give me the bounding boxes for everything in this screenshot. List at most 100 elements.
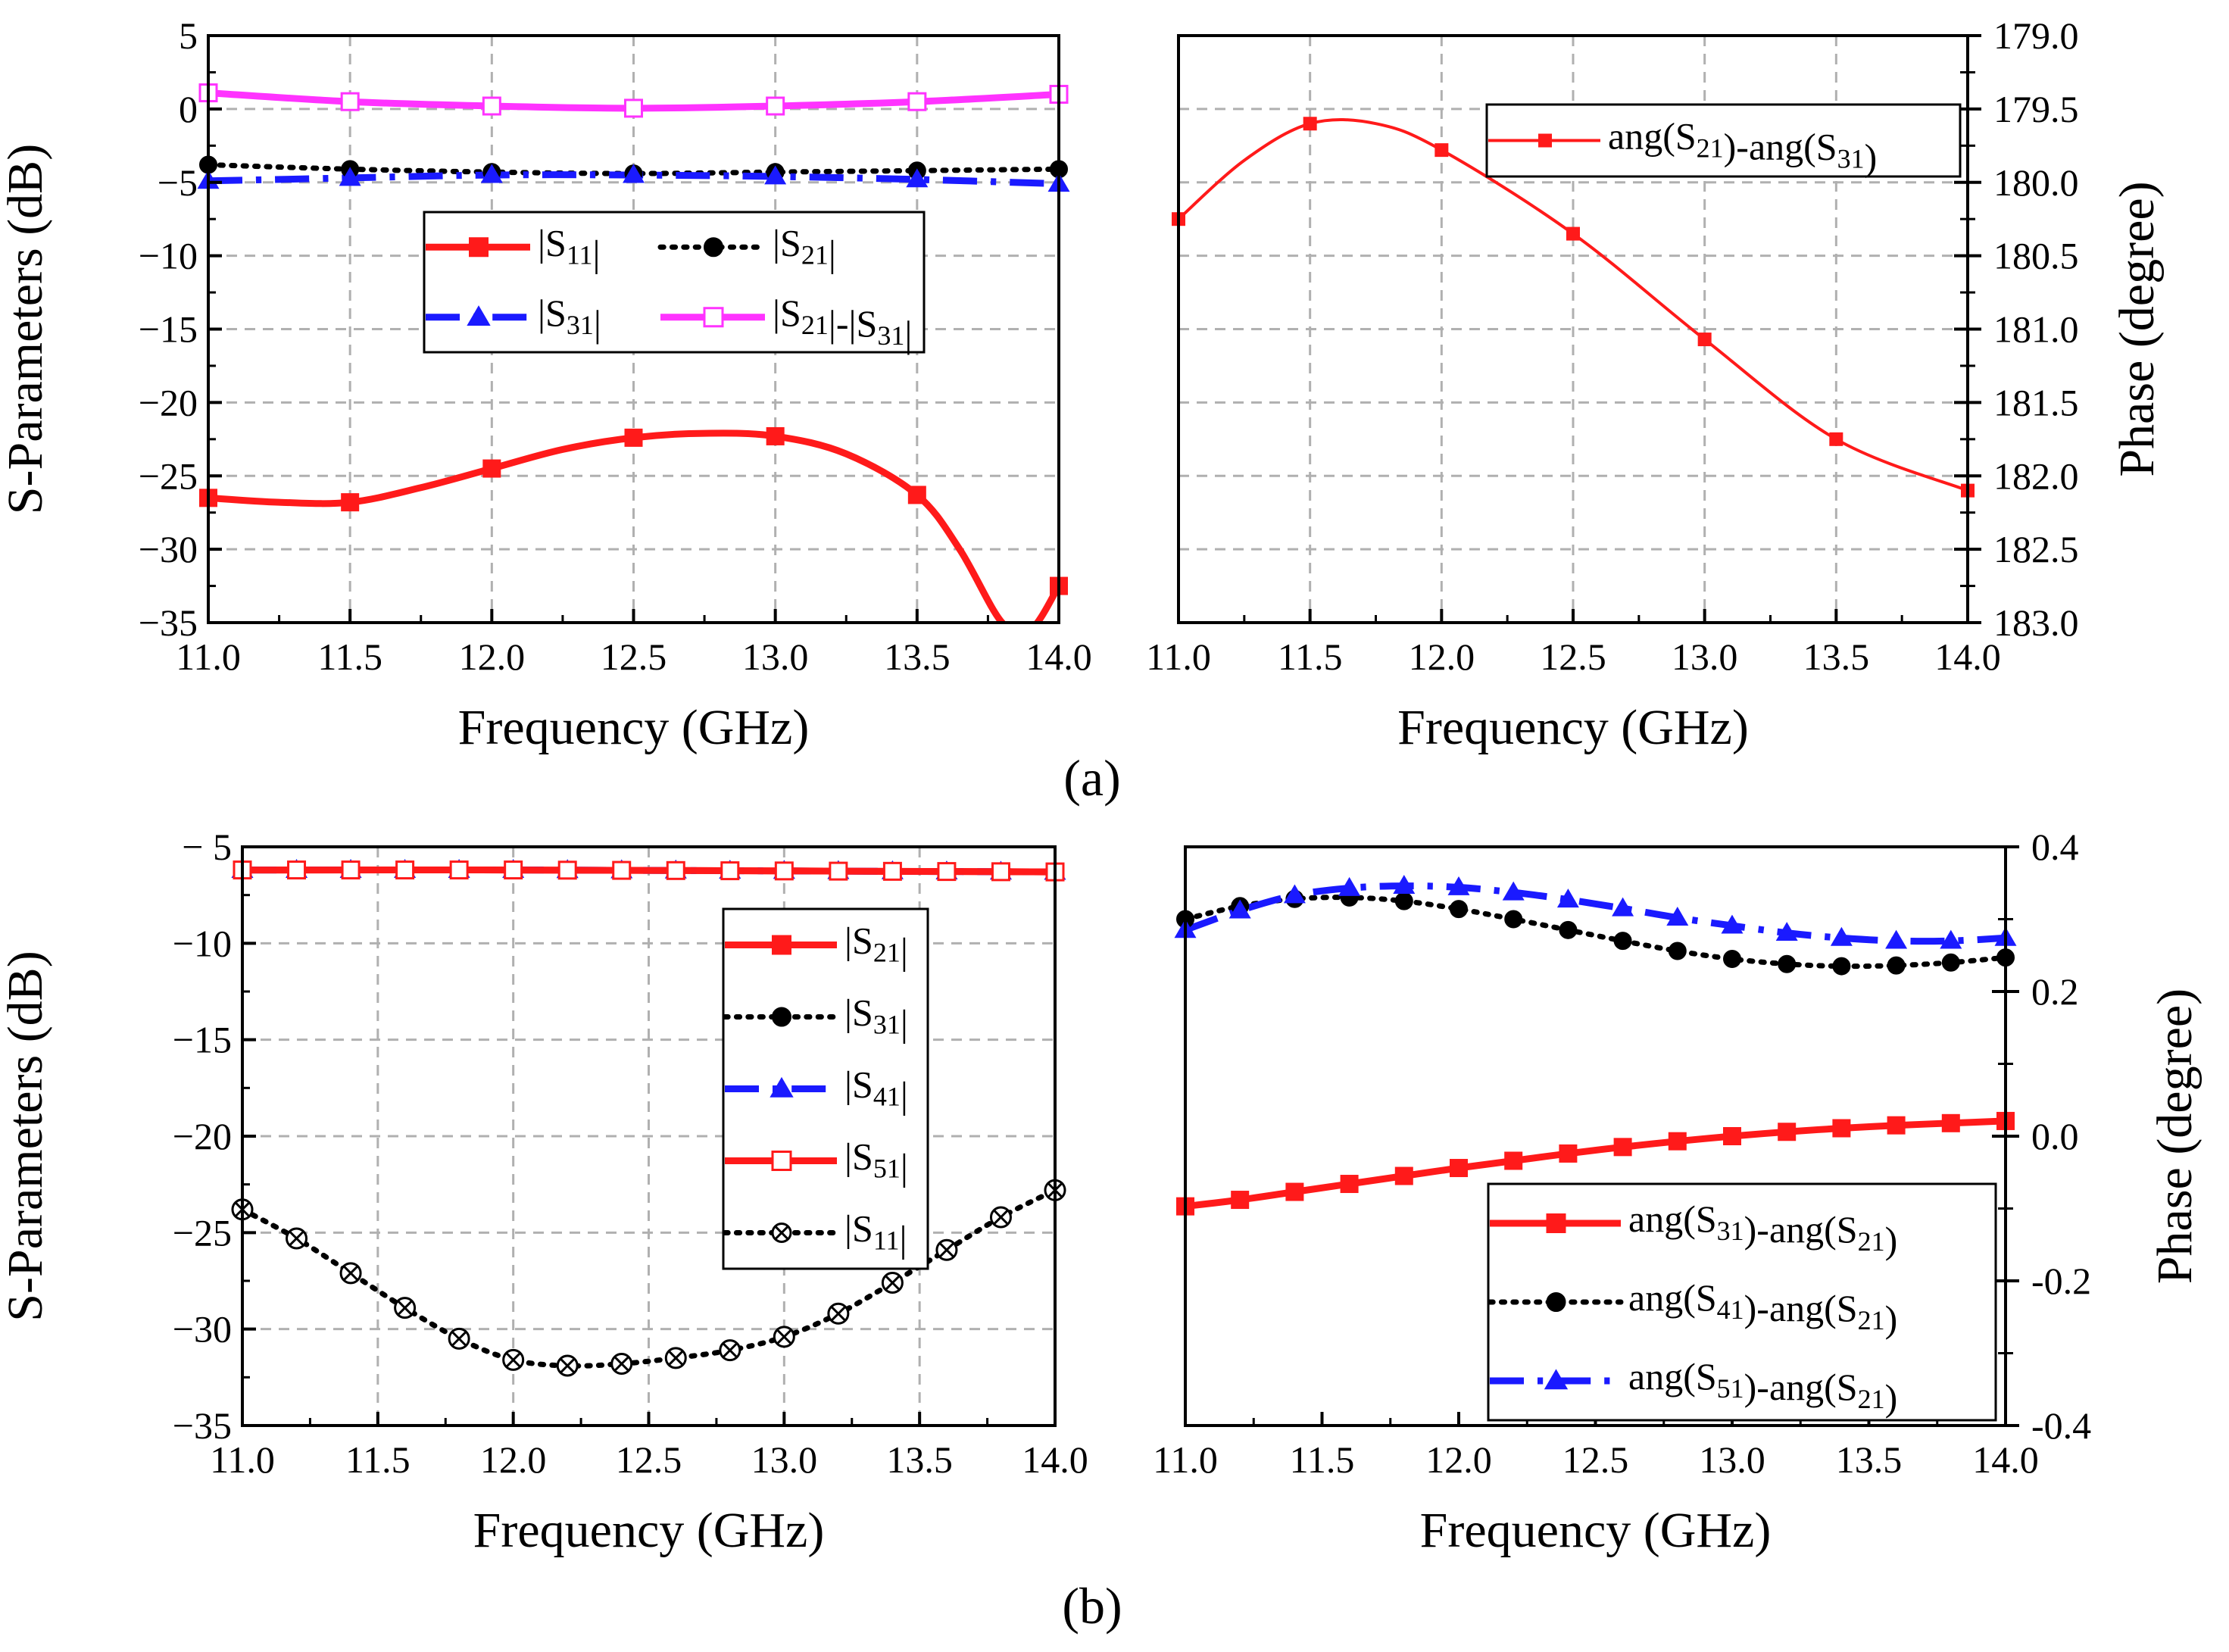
data-point [764,165,787,185]
data-point [1393,875,1416,894]
data-point [907,486,926,504]
x-axis-label: Frequency (GHz) [1397,700,1749,755]
legend-label: ang(S31)-ang(S21) [1628,1198,1897,1261]
y-tick-label: 0.4 [2031,826,2079,868]
legend: ang(S21)-ang(S31) [1485,103,1962,179]
data-point [1941,1113,1960,1132]
legend-swatch-marker [703,307,724,328]
series-group [1185,882,2006,1210]
x-tick-label: 12.5 [601,636,667,678]
legend-swatch-marker [771,1151,792,1171]
data-point [907,92,927,111]
data-point [827,1302,850,1325]
data-point [773,1326,795,1348]
x-tick-label: 11.5 [317,636,382,678]
y-tick-label: -0.2 [2031,1260,2091,1302]
data-point [1832,957,1851,976]
data-point [1394,892,1413,910]
legend-swatch-marker [467,305,491,326]
y-tick-label: −10 [173,922,232,964]
data-point [1941,953,1960,972]
y-tick-label: − 5 [182,826,232,868]
x-tick-label: 14.0 [1026,636,1092,678]
x-tick-label: 13.0 [742,636,809,678]
series-group [242,866,1055,1369]
y-tick-label: −20 [139,381,198,423]
y-tick-label: −10 [139,235,198,277]
x-tick-label: 11.0 [210,1438,275,1481]
data-point [935,1238,958,1261]
y-tick-label: -0.4 [2031,1404,2091,1447]
legend: |S11| |S21| |S31| |S21|-|S31| [423,211,926,355]
legend-label: ang(S21)-ang(S31) [1608,115,1877,179]
data-point [1721,914,1744,934]
data-point [1566,226,1580,241]
legend-entry: |S51| [725,1135,908,1188]
x-axis: 11.0 11.5 12.0 12.5 13.0 13.5 14.0 Frequency (G… [176,609,1092,755]
data-point [829,861,848,881]
legend-swatch-marker [1538,133,1552,148]
y-tick-label: 0 [179,88,198,130]
data-point [1285,1182,1304,1201]
legend-label: |S31| [538,292,601,345]
x-axis: 11.0 11.5 12.0 12.5 13.0 13.5 14.0 Frequency (G… [210,1412,1088,1558]
data-point [1940,929,1962,949]
legend-label: |S11| [538,222,601,275]
legend-entry: |S21| [725,920,908,973]
legend-entry: |S41| [725,1063,908,1116]
y-tick-label: −30 [173,1308,232,1351]
y-tick-label: −30 [139,528,198,570]
x-axis: 11.0 11.5 12.0 12.5 13.0 13.5 14.0 Frequency (G… [1153,1412,2039,1558]
legend-label: ang(S51)-ang(S21) [1628,1355,1897,1419]
y-tick-label: 181.5 [1993,381,2079,423]
x-tick-label: 11.0 [1153,1438,1218,1481]
data-point [623,164,645,183]
legend-swatch-marker [770,1076,794,1098]
y-tick-label: −20 [173,1115,232,1157]
markers-group [1172,117,1975,498]
x-axis-label: Frequency (GHz) [1420,1503,1772,1558]
data-point [612,860,632,880]
data-point [1394,1166,1413,1185]
legend-swatch-marker [772,935,791,955]
x-tick-label: 13.0 [1699,1438,1765,1481]
data-point [1778,1123,1797,1141]
legend-entry: |S31| [722,992,908,1045]
y-axis-label: S-Parameters (dB) [0,951,53,1321]
legend-label: |S31| [844,992,908,1045]
y-axis-label: Phase (degree) [2147,988,2202,1284]
data-point [341,493,360,512]
data-point [991,862,1010,882]
legend-label: |S21|-|S31| [773,292,912,355]
legend-box [423,211,926,354]
markers-group [1174,875,2017,1216]
data-point [341,860,361,880]
data-point [774,861,794,881]
data-point [1231,1191,1250,1210]
data-point [1338,876,1361,896]
data-point [1832,1119,1851,1138]
data-point [394,1297,417,1319]
data-point [937,862,957,882]
caption-a: (a) [1063,749,1120,807]
x-axis-label: Frequency (GHz) [473,1503,825,1558]
data-point [1829,432,1843,446]
y-tick-label: 179.5 [1993,88,2079,130]
legend-entry: |S11| [722,1207,907,1260]
x-tick-label: 12.0 [1425,1438,1492,1481]
data-point [719,1339,741,1362]
series-line [1185,882,2006,945]
x-tick-label: 13.5 [1836,1438,1903,1481]
x-tick-label: 14.0 [1022,1438,1088,1481]
data-point [666,860,685,880]
legend-swatch-marker [704,237,723,258]
data-point [1559,920,1578,939]
y-tick-label: −5 [158,161,198,204]
data-point [1612,897,1634,917]
data-point [339,1262,362,1285]
y-tick-label: 0.2 [2031,970,2079,1013]
data-point [1502,881,1525,901]
grid [242,847,1055,1426]
data-point [1504,1151,1523,1170]
series-line [208,429,1059,623]
